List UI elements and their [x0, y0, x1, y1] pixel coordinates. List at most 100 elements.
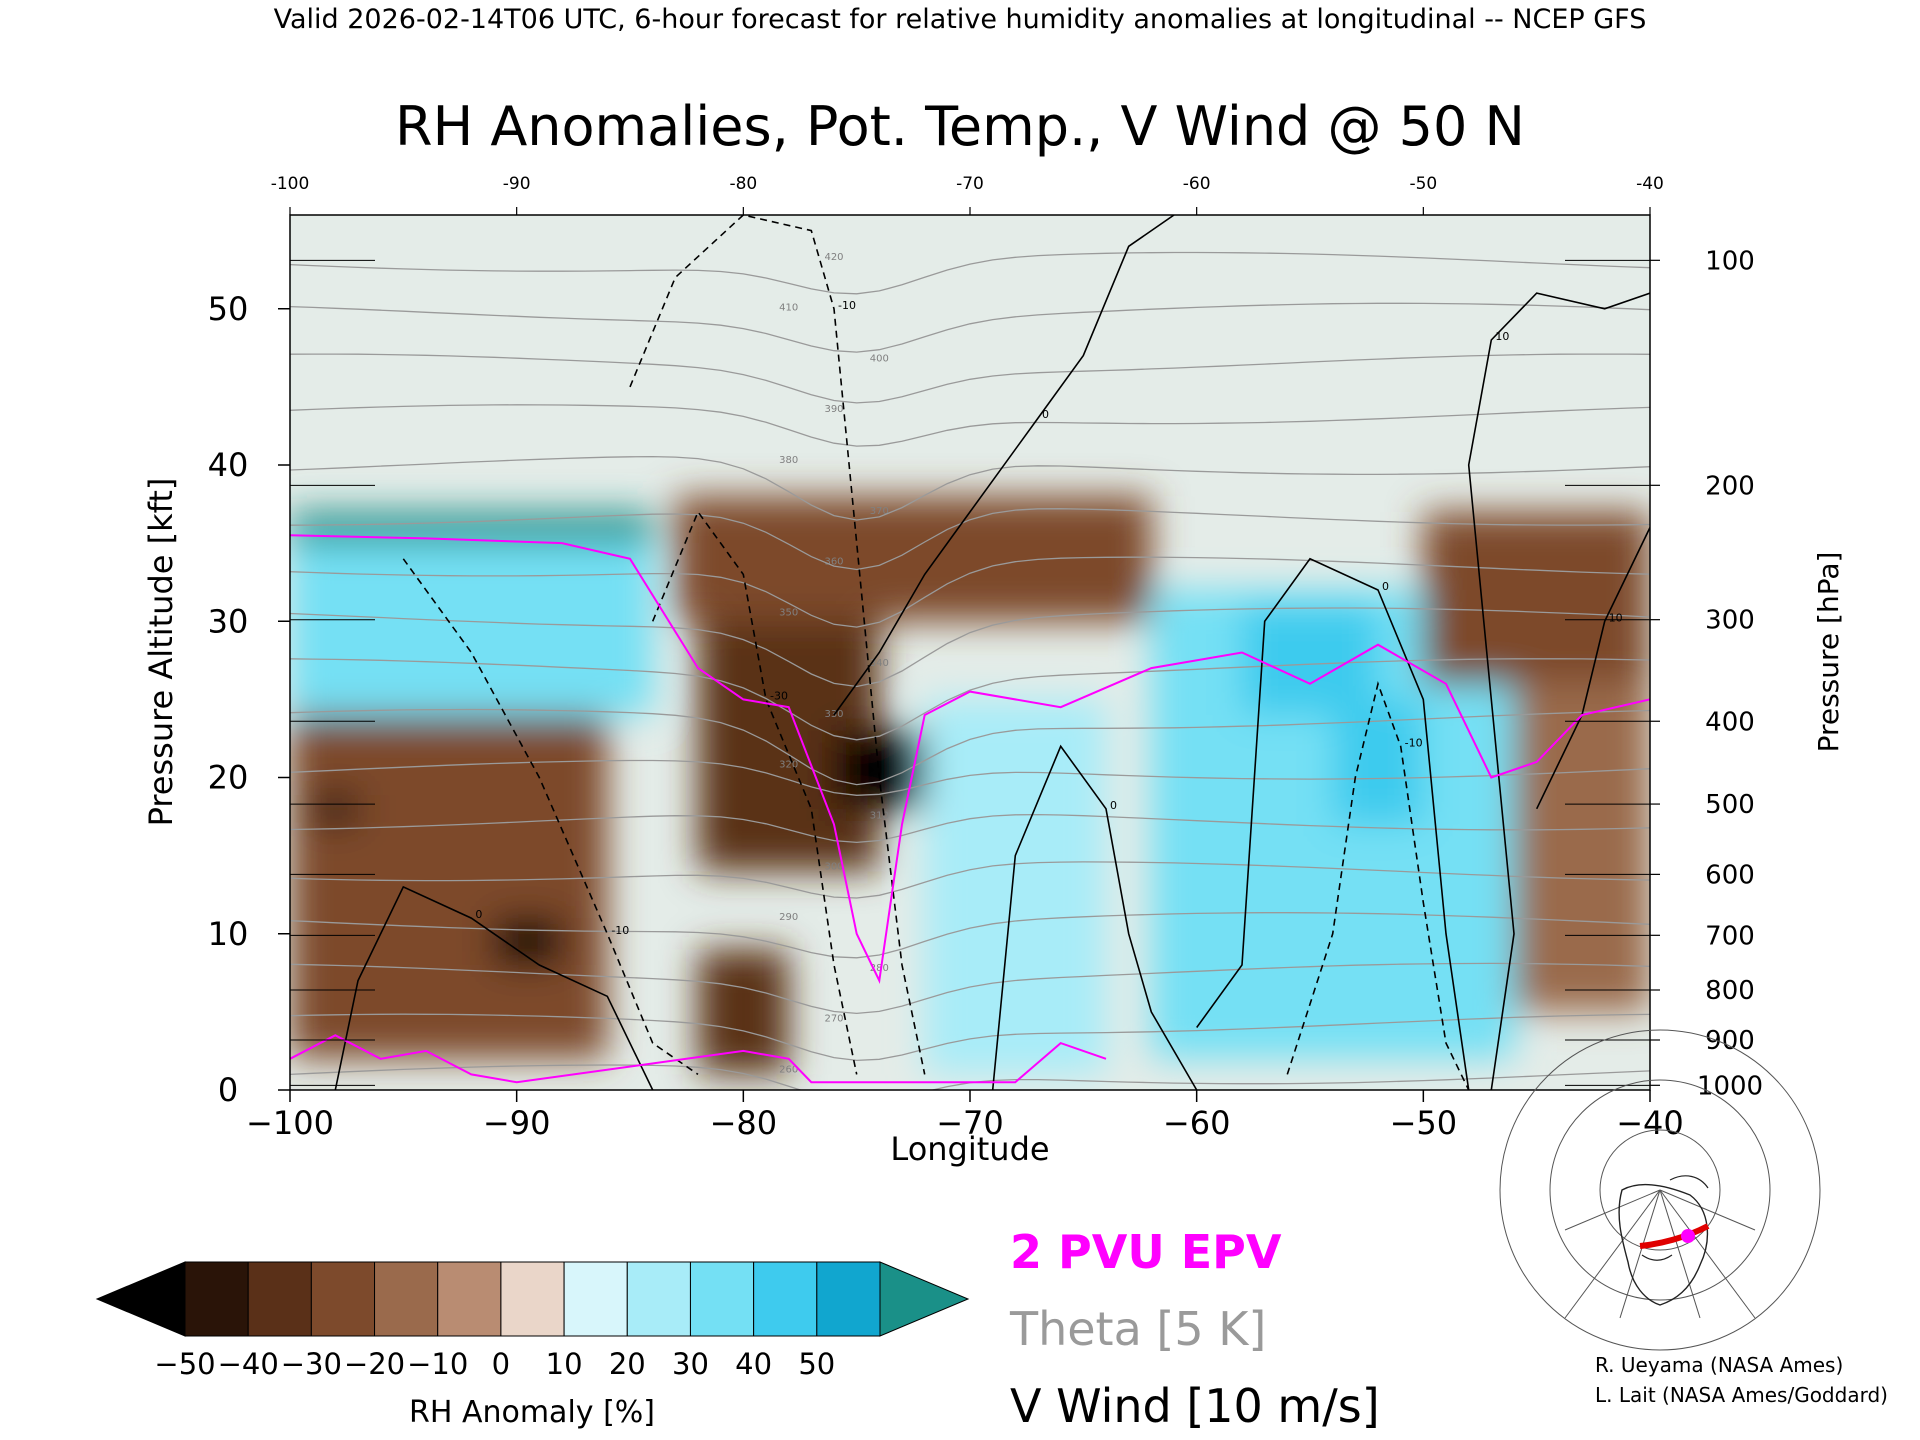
rh-region-8	[698, 949, 789, 1075]
vwind-contour-6	[629, 215, 926, 1075]
colorbar-segment-0	[184, 1261, 249, 1337]
theta-label-320: 320	[779, 760, 798, 771]
colorbar: −50 −40 −30 −20 −10 0 10 20 30 40 50	[95, 1261, 970, 1381]
rh-region-7	[834, 730, 925, 809]
epv-contours	[290, 534, 1650, 1084]
rh-region-2	[290, 715, 608, 1059]
theta-label-360: 360	[824, 557, 843, 568]
vwind-contour-0	[334, 885, 654, 1090]
y-tick-label-2: 20	[208, 759, 249, 797]
theta-label-310: 310	[870, 810, 889, 821]
y2-tick-label-9: 1000	[1697, 1071, 1763, 1101]
y2-tick-label-1: 200	[1705, 471, 1755, 501]
theta-label-270: 270	[824, 1014, 843, 1025]
legend-vwind: V Wind [10 m/s]	[1010, 1379, 1380, 1433]
colorbar-under-arrow	[95, 1261, 186, 1337]
y-axis-left: 0 10 20 30 40 50	[208, 290, 290, 1109]
theta-label-400: 400	[870, 353, 889, 364]
cross-section-line	[1639, 1223, 1710, 1249]
x-axis-label: Longitude	[890, 1130, 1049, 1168]
x-top-tick-label-0: -100	[271, 174, 310, 194]
colorbar-tick-label-0: −50	[154, 1347, 215, 1381]
colorbar-segment-6	[563, 1261, 628, 1337]
chart-title: RH Anomalies, Pot. Temp., V Wind @ 50 N	[395, 95, 1525, 158]
y2-tick-label-7: 800	[1705, 976, 1755, 1006]
colorbar-label: RH Anomaly [%]	[409, 1395, 655, 1430]
rh-region-9	[924, 699, 1106, 1075]
colorbar-segment-8	[689, 1261, 755, 1337]
y-axis-label: Pressure Altitude [kft]	[142, 478, 180, 827]
theta-contour-340	[290, 658, 1650, 741]
theta-contour-400	[290, 353, 1650, 404]
x-tick-label-2: −80	[710, 1104, 778, 1142]
colorbar-tick-label-9: 40	[735, 1347, 772, 1381]
rh-region-3	[312, 793, 358, 825]
rh-region-13	[1423, 511, 1650, 684]
colorbar-tick-label-1: −40	[218, 1347, 279, 1381]
vwind-label-6: -10	[838, 299, 856, 312]
theta-contour-310	[290, 813, 1650, 844]
vwind-label-4: -10	[611, 924, 629, 937]
colorbar-tick-label-2: −30	[281, 1347, 342, 1381]
colorbar-segment-9	[753, 1261, 818, 1337]
colorbar-tick-label-5: 0	[492, 1347, 510, 1381]
x-top-tick-label-4: -60	[1183, 174, 1211, 194]
y-tick-label-5: 50	[208, 290, 249, 328]
y2-tick-label-4: 500	[1705, 790, 1755, 820]
locator-map	[1499, 1029, 1821, 1351]
cross-section-marker	[1681, 1229, 1695, 1243]
colorbar-segment-5	[500, 1261, 565, 1337]
theta-label-290: 290	[779, 912, 798, 923]
y-tick-label-3: 30	[208, 602, 249, 640]
vwind-label-7: -10	[1405, 736, 1423, 749]
x-top-tick-label-3: -70	[956, 174, 984, 194]
theta-contour-380	[290, 455, 1650, 521]
theta-label-380: 380	[779, 455, 798, 466]
theta-contours: 2602702802903003103203303403503603703803…	[290, 251, 1650, 1090]
theta-contour-290	[290, 912, 1650, 959]
vwind-label-8: 10	[1495, 330, 1509, 343]
x-top-tick-label-1: -90	[503, 174, 531, 194]
colorbar-segment-10	[816, 1261, 881, 1337]
x-tick-label-0: −100	[246, 1104, 334, 1142]
valid-time-line: Valid 2026-02-14T06 UTC, 6-hour forecast…	[274, 4, 1647, 35]
vwind-contours: 0 0 0 0 -10 -30 -10 -10 10 10	[334, 215, 1650, 1090]
theta-label-410: 410	[779, 303, 798, 314]
theta-contour-350	[290, 607, 1650, 688]
epv-2pvu-lower-line	[290, 1034, 1107, 1084]
epv-2pvu-line	[290, 534, 1650, 984]
colorbar-tick-label-4: −10	[407, 1347, 468, 1381]
theta-contour-320	[290, 759, 1650, 796]
theta-contour-410	[290, 302, 1650, 353]
plot-area: 2602702802903003103203303403503603703803…	[289, 214, 1651, 1091]
x-axis-top: -100 -90 -80 -70 -60 -50 -40	[271, 174, 1664, 215]
y-tick-label-0: 0	[218, 1071, 238, 1109]
vwind-contour-7	[1286, 681, 1470, 1090]
y-axis-right: 100 200 300 400 500 600 700 800 900 1000	[1650, 246, 1763, 1101]
credit-line-1: R. Ueyama (NASA Ames)	[1595, 1353, 1843, 1377]
vwind-label-1: 0	[1042, 408, 1049, 421]
colorbar-tick-label-6: 10	[546, 1347, 583, 1381]
vwind-contour-4	[402, 558, 699, 1076]
colorbar-segment-1	[247, 1261, 312, 1337]
rh-region-5	[675, 496, 1152, 622]
y-tick-label-1: 10	[208, 915, 249, 953]
colorbar-tick-label-10: 50	[798, 1347, 835, 1381]
colorbar-segment-4	[437, 1261, 502, 1337]
theta-label-340: 340	[870, 658, 889, 669]
legend-epv: 2 PVU EPV	[1010, 1225, 1282, 1279]
y2-tick-label-0: 100	[1705, 246, 1755, 276]
theta-label-350: 350	[779, 607, 798, 618]
vwind-label-5: -30	[770, 689, 788, 702]
vwind-contour-3	[1196, 557, 1470, 1090]
y2-tick-label-3: 400	[1705, 707, 1755, 737]
vwind-label-2: 0	[1110, 799, 1117, 812]
pressure-tick-lines	[290, 259, 1650, 1086]
rh-region-14	[1514, 683, 1650, 1012]
theta-label-390: 390	[824, 404, 843, 415]
x-tick-label-3: −70	[936, 1104, 1004, 1142]
legend: 2 PVU EPV Theta [5 K] V Wind [10 m/s]	[1009, 1225, 1380, 1433]
colorbar-over-arrow	[879, 1261, 970, 1337]
rh-region-1	[290, 543, 653, 715]
